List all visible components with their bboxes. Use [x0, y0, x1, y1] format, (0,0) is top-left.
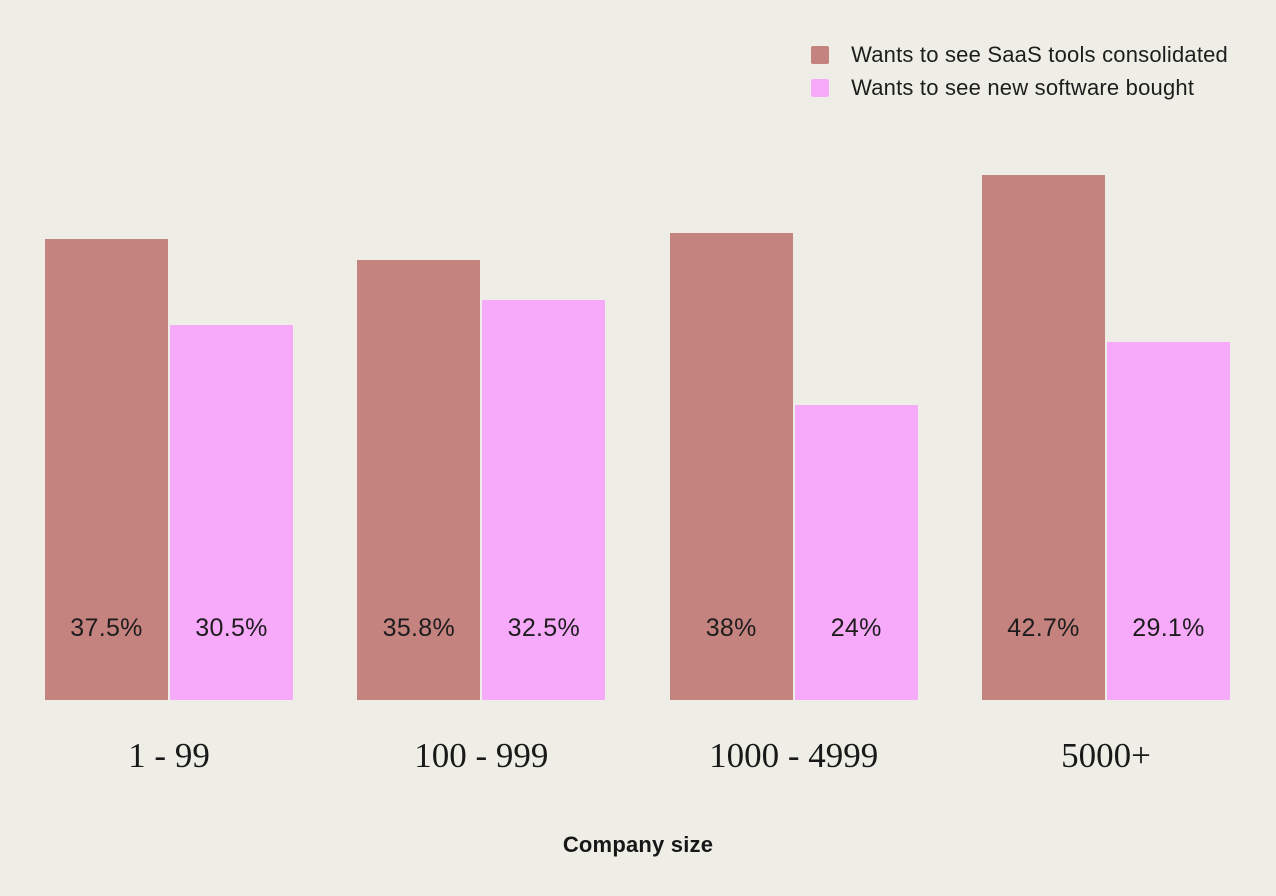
legend-item-new-software: Wants to see new software bought — [811, 77, 1228, 99]
category-label: 1 - 99 — [128, 736, 210, 775]
category-label: 1000 - 4999 — [709, 736, 879, 775]
bar-group: 37.5% 30.5% — [45, 239, 293, 700]
legend: Wants to see SaaS tools consolidated Wan… — [811, 44, 1228, 99]
plot-area: 37.5% 30.5% 35.8% 32.5% 38% 24% 42.7% 29.1% — [45, 0, 1230, 700]
bar: 32.5% — [482, 300, 606, 700]
legend-label-consolidated: Wants to see SaaS tools consolidated — [851, 42, 1228, 67]
bar-group: 35.8% 32.5% — [357, 260, 606, 700]
bar-value-label: 32.5% — [507, 614, 581, 642]
bar-group: 38% 24% — [669, 233, 918, 700]
bar-value-label: 42.7% — [1007, 614, 1080, 642]
bar-value-label: 30.5% — [195, 614, 268, 642]
bar-value-label: 24% — [830, 614, 882, 642]
category-label: 5000+ — [1061, 736, 1151, 775]
bar-group: 42.7% 29.1% — [981, 175, 1230, 700]
legend-label-new-software: Wants to see new software bought — [851, 75, 1195, 100]
bar: 37.5% — [45, 239, 168, 700]
bar-value-label: 29.1% — [1132, 614, 1205, 642]
bar-value-label: 35.8% — [382, 614, 456, 642]
bar: 35.8% — [357, 260, 481, 700]
bar-value-label: 38% — [705, 614, 757, 642]
legend-swatch-consolidated-icon — [811, 46, 830, 64]
bar: 38% — [669, 233, 793, 700]
category-axis: 1 - 99 100 - 999 1000 - 4999 5000+ — [45, 736, 1230, 776]
bar: 42.7% — [981, 175, 1105, 700]
bar: 29.1% — [1106, 342, 1230, 700]
bar: 30.5% — [170, 325, 293, 700]
bar-value-label: 37.5% — [70, 614, 143, 642]
legend-item-consolidated: Wants to see SaaS tools consolidated — [811, 44, 1228, 66]
bar: 24% — [794, 405, 918, 700]
x-axis-title: Company size — [562, 832, 714, 857]
category-label: 100 - 999 — [414, 736, 549, 775]
legend-swatch-new-software-icon — [811, 79, 830, 97]
